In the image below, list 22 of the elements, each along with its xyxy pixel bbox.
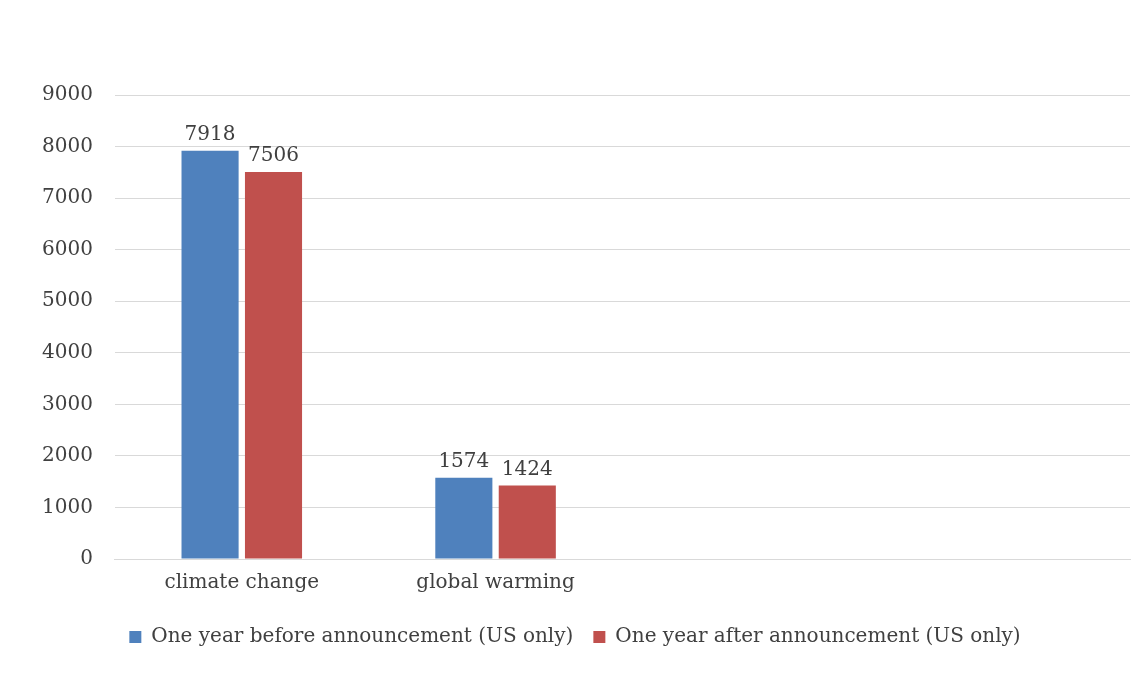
legend-label: One year before announcement (US only) <box>151 623 574 648</box>
bar <box>498 485 556 559</box>
y-tick-label: 1000 <box>41 493 93 518</box>
y-tick-label: 0 <box>80 545 93 570</box>
y-tick-label: 6000 <box>41 235 93 260</box>
data-label: 1424 <box>501 455 553 480</box>
y-tick-label: 9000 <box>41 81 93 106</box>
data-label: 7918 <box>184 120 236 145</box>
x-tick-label: global warming <box>416 569 575 594</box>
y-tick-label: 2000 <box>41 442 93 467</box>
y-tick-label: 7000 <box>41 184 93 209</box>
data-label: 1574 <box>438 448 490 473</box>
y-tick-label: 5000 <box>41 287 93 312</box>
legend-label: One year after announcement (US only) <box>615 623 1021 648</box>
bar <box>435 477 493 559</box>
bar <box>244 172 303 559</box>
x-tick-label: climate change <box>164 569 320 594</box>
y-tick-label: 3000 <box>41 390 93 415</box>
y-tick-label: 4000 <box>41 338 93 363</box>
bar <box>181 150 239 559</box>
y-tick-label: 8000 <box>41 132 93 157</box>
data-label: 7506 <box>248 142 299 167</box>
